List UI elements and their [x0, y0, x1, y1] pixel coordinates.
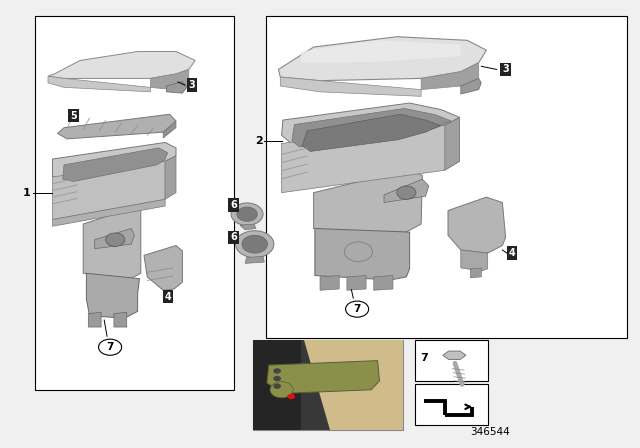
Polygon shape [282, 103, 460, 143]
Polygon shape [461, 250, 488, 271]
Text: 6: 6 [230, 200, 237, 210]
Polygon shape [52, 142, 176, 179]
Circle shape [237, 207, 257, 221]
Circle shape [273, 383, 281, 389]
Polygon shape [278, 37, 486, 81]
Circle shape [242, 235, 268, 253]
Polygon shape [245, 256, 264, 263]
Polygon shape [384, 179, 429, 202]
Polygon shape [86, 273, 140, 318]
Polygon shape [83, 205, 141, 280]
Circle shape [106, 233, 125, 246]
Polygon shape [315, 228, 410, 280]
Polygon shape [443, 351, 466, 359]
Polygon shape [448, 197, 506, 253]
Polygon shape [302, 114, 440, 151]
Polygon shape [88, 312, 101, 327]
Circle shape [231, 203, 263, 225]
Polygon shape [150, 69, 189, 90]
Polygon shape [280, 77, 421, 96]
Polygon shape [347, 276, 366, 290]
Polygon shape [282, 117, 460, 193]
Polygon shape [267, 361, 380, 393]
Circle shape [273, 368, 281, 374]
Bar [266, 16, 627, 338]
Text: 7: 7 [353, 304, 361, 314]
Circle shape [287, 394, 295, 399]
Text: 346544: 346544 [470, 427, 509, 437]
Polygon shape [144, 246, 182, 290]
Polygon shape [470, 268, 481, 278]
Text: 3: 3 [189, 80, 195, 90]
Polygon shape [163, 121, 176, 138]
Bar [253, 340, 403, 430]
Polygon shape [253, 340, 301, 430]
Text: 4: 4 [165, 292, 172, 302]
Bar [253, 340, 403, 430]
Text: 7: 7 [106, 342, 114, 352]
Polygon shape [301, 40, 461, 63]
Text: 5: 5 [70, 111, 77, 121]
Bar [415, 340, 488, 381]
Circle shape [397, 186, 416, 199]
Polygon shape [52, 161, 165, 220]
Text: 6: 6 [230, 233, 237, 242]
Text: 1: 1 [23, 188, 31, 198]
Circle shape [273, 376, 281, 381]
Polygon shape [304, 340, 403, 430]
Polygon shape [48, 52, 195, 78]
Polygon shape [421, 63, 479, 90]
Polygon shape [320, 276, 339, 290]
Polygon shape [240, 224, 256, 230]
Circle shape [236, 231, 274, 258]
Polygon shape [114, 312, 127, 327]
Text: 4: 4 [509, 248, 515, 258]
Polygon shape [461, 78, 481, 94]
Text: 3: 3 [502, 65, 509, 74]
Text: 7: 7 [420, 353, 428, 362]
Bar [415, 384, 488, 425]
Polygon shape [292, 108, 451, 147]
Bar [35, 16, 234, 390]
Polygon shape [165, 156, 176, 199]
Polygon shape [63, 148, 168, 181]
Polygon shape [445, 117, 460, 170]
Polygon shape [166, 82, 187, 93]
Polygon shape [52, 199, 165, 226]
Polygon shape [48, 76, 150, 92]
Circle shape [270, 382, 293, 398]
Polygon shape [314, 169, 422, 237]
Polygon shape [374, 276, 393, 290]
Polygon shape [58, 114, 176, 139]
Text: 2: 2 [255, 136, 263, 146]
Polygon shape [95, 228, 134, 249]
